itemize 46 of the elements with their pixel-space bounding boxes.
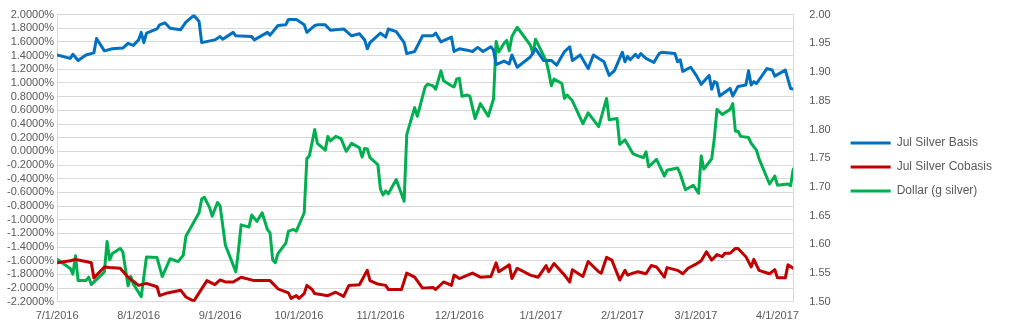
x-tick-label: 1/1/2017 [519, 309, 563, 322]
y-tick-label: -0.8000% [6, 199, 55, 212]
y-tick-label: -0.6000% [6, 185, 55, 198]
y-tick-label: 0.6000% [10, 103, 55, 116]
y-tick-label: -2.0000% [6, 281, 55, 294]
y2-tick-label: 1.90 [809, 65, 831, 78]
y2-tick-label: 1.95 [809, 36, 831, 49]
y2-tick-label: 2.00 [809, 7, 831, 20]
y2-tick-label: 1.85 [809, 93, 831, 106]
y-tick-label: 1.2000% [10, 62, 55, 75]
y-tick-label: 2.0000% [10, 7, 55, 20]
y-tick-label: -0.2000% [6, 158, 55, 171]
y-tick-label: -1.2000% [6, 226, 55, 239]
x-tick-label: 4/1/2017 [756, 309, 799, 322]
y-tick-label: 1.6000% [10, 34, 55, 47]
y-tick-label: 0.4000% [10, 117, 55, 130]
x-tick-label: 12/1/2016 [434, 309, 484, 322]
y2-tick-label: 1.70 [809, 179, 831, 192]
x-tick-label: 10/1/2016 [274, 309, 324, 322]
y-tick-label: 0.0000% [10, 144, 55, 157]
x-tick-label: 2/1/2017 [600, 309, 644, 322]
y-tick-label: 0.2000% [10, 130, 55, 143]
y-tick-label: 1.4000% [10, 48, 55, 61]
y-tick-label: 1.8000% [10, 21, 55, 34]
y2-tick-label: 1.50 [809, 294, 831, 307]
x-tick-label: 7/1/2016 [35, 309, 79, 322]
x-tick-label: 8/1/2016 [117, 309, 160, 322]
y-tick-label: 1.0000% [10, 76, 55, 89]
legend-label: Jul Silver Basis [896, 135, 978, 150]
y-tick-label: -1.4000% [6, 240, 55, 253]
x-tick-label: 9/1/2016 [198, 309, 242, 322]
y2-tick-label: 1.75 [809, 151, 831, 164]
legend-label: Dollar (g silver) [896, 183, 978, 198]
y-tick-label: -1.6000% [6, 253, 55, 266]
y2-tick-label: 1.60 [809, 237, 831, 250]
y-tick-label: -0.4000% [6, 171, 55, 184]
y-tick-label: 0.8000% [10, 89, 55, 102]
y2-tick-label: 1.80 [809, 122, 831, 135]
y2-tick-label: 1.65 [809, 208, 831, 221]
y-tick-label: -2.2000% [6, 294, 55, 307]
y2-tick-label: 1.55 [809, 266, 831, 279]
y-tick-label: -1.0000% [6, 212, 55, 225]
y-tick-label: -1.8000% [6, 267, 55, 280]
x-tick-label: 3/1/2017 [674, 309, 718, 322]
x-tick-label: 11/1/2016 [356, 309, 405, 322]
legend-label: Jul Silver Cobasis [896, 159, 993, 174]
